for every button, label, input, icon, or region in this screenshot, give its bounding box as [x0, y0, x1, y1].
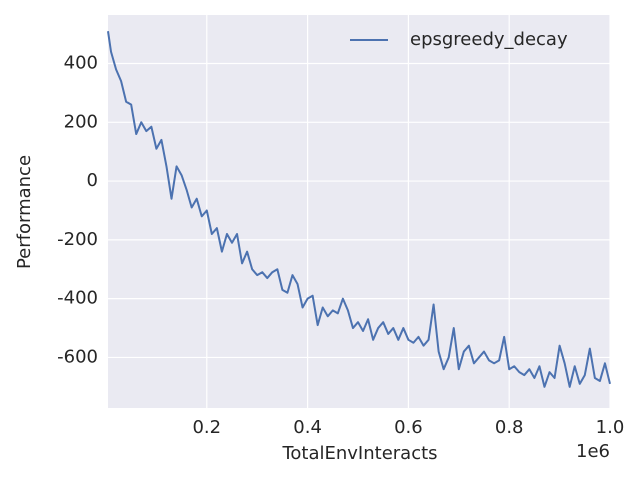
x-tick-label: 0.4 [293, 417, 322, 438]
y-tick-label: 200 [64, 111, 98, 132]
x-tick-label: 0.8 [495, 417, 524, 438]
y-tick-label: 400 [64, 53, 98, 74]
data-line [107, 31, 611, 388]
x-tick-label: 0.6 [394, 417, 423, 438]
y-tick-label: -600 [57, 346, 98, 367]
x-tick-label: 0.2 [192, 417, 221, 438]
x-tick-label: 1.0 [596, 417, 625, 438]
y-tick-label: -200 [57, 229, 98, 250]
y-axis-label: Performance [14, 155, 35, 269]
x-offset-label: 1e6 [576, 441, 610, 462]
x-axis-label: TotalEnvInteracts [281, 443, 437, 464]
y-tick-label: -400 [57, 288, 98, 309]
plot-area [108, 15, 610, 408]
y-tick-label: 0 [87, 170, 98, 191]
legend-label: epsgreedy_decay [410, 29, 568, 50]
